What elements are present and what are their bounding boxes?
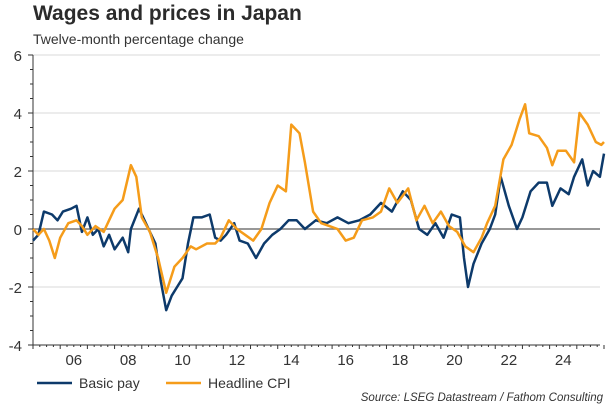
legend-label: Headline CPI xyxy=(208,375,291,391)
y-tick-label: 4 xyxy=(14,106,22,123)
x-tick-label: 18 xyxy=(392,352,409,369)
series-line-basic-pay xyxy=(32,153,606,312)
y-tick-label: 6 xyxy=(14,48,22,65)
legend-item: Headline CPI xyxy=(166,375,291,391)
x-tick-label: 16 xyxy=(337,352,354,369)
y-tick-labels: -4 -2 0 2 4 6 xyxy=(9,48,22,355)
chart-title: Wages and prices in Japan xyxy=(33,2,302,25)
source-note: Source: LSEG Datastream / Fathom Consult… xyxy=(360,392,603,404)
legend: Basic pay Headline CPI xyxy=(37,375,291,391)
series-line-headline-cpi xyxy=(32,103,605,295)
x-tick-label: 08 xyxy=(120,352,137,369)
x-tick-label: 14 xyxy=(283,352,300,369)
y-tick-label: 0 xyxy=(14,222,22,239)
x-tick-label: 12 xyxy=(229,352,246,369)
y-tick-label: -4 xyxy=(9,338,22,355)
y-tick-label: 2 xyxy=(14,164,22,181)
x-tick-label: 06 xyxy=(65,352,82,369)
x-tick-labels: 06 08 10 12 14 16 18 20 22 24 xyxy=(65,352,571,369)
x-tick-label: 20 xyxy=(446,352,463,369)
x-tick-label: 24 xyxy=(555,352,572,369)
gridlines xyxy=(33,54,600,288)
axes xyxy=(28,54,605,349)
chart-subtitle: Twelve-month percentage change xyxy=(33,31,244,47)
series-lines xyxy=(32,103,606,312)
x-tick-label: 10 xyxy=(174,352,191,369)
legend-label: Basic pay xyxy=(79,375,140,391)
x-tick-label: 22 xyxy=(500,352,517,369)
y-tick-label: -2 xyxy=(9,280,22,297)
legend-item: Basic pay xyxy=(37,375,140,391)
